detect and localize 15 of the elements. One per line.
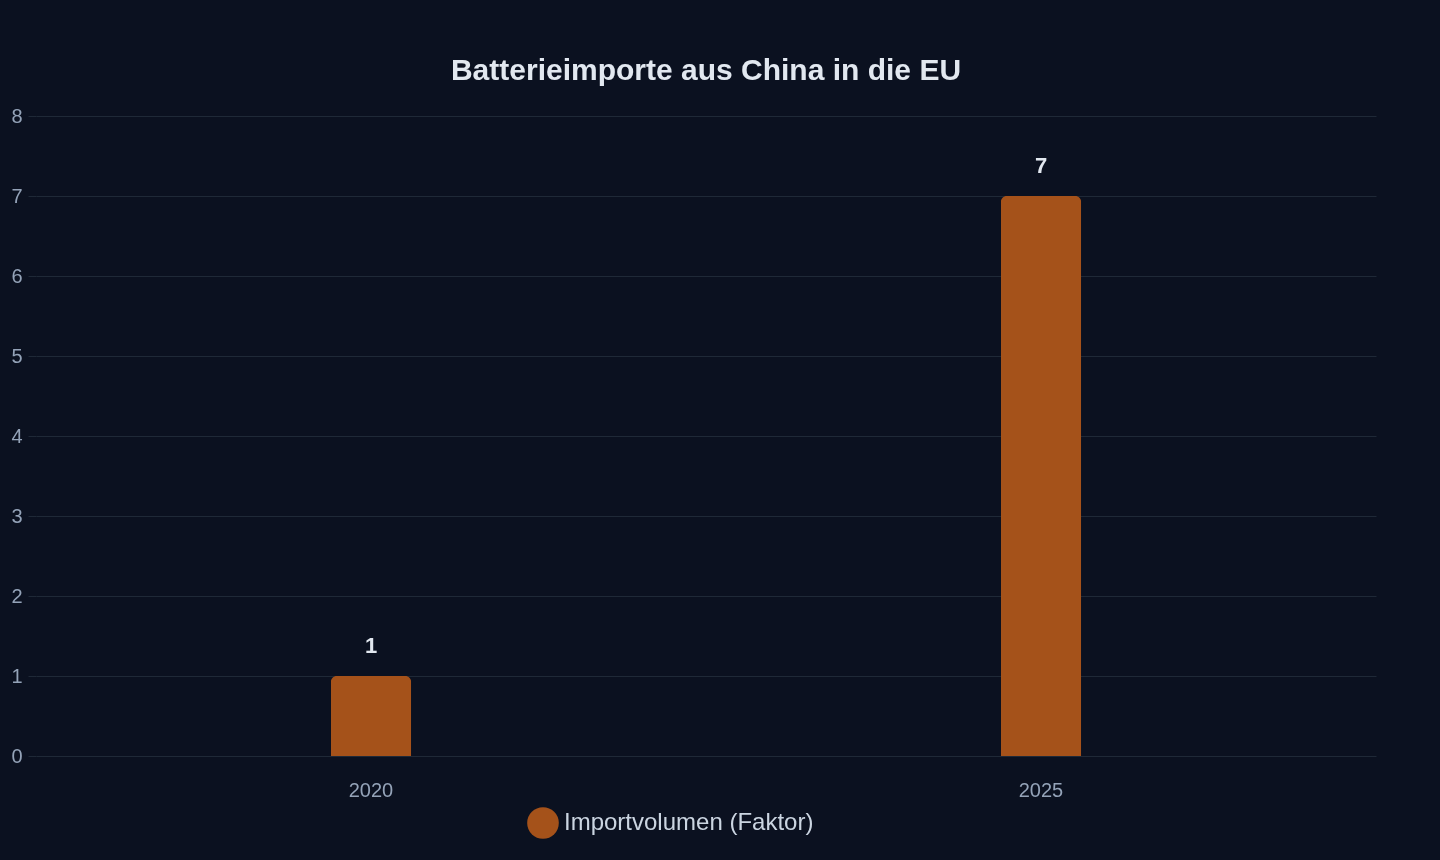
- data-label: 7: [1034, 153, 1048, 178]
- y-tick-label: 0: [11, 744, 23, 767]
- y-tick-label: 6: [11, 264, 23, 287]
- y-tick-label: 3: [11, 504, 23, 527]
- legend-label: Importvolumen (Faktor): [564, 808, 814, 835]
- y-tick-label: 8: [11, 104, 23, 127]
- y-tick-label: 7: [11, 184, 23, 207]
- y-tick-label: 2: [11, 584, 23, 607]
- x-tick-label: 2025: [1018, 778, 1064, 801]
- chart-title: Batterieimporte aus China in die EU: [450, 53, 962, 86]
- y-tick-label: 1: [11, 664, 23, 687]
- x-tick-label: 2020: [348, 778, 394, 801]
- y-tick-label: 5: [11, 344, 23, 367]
- y-tick-label: 4: [11, 424, 23, 447]
- data-label: 1: [364, 633, 378, 658]
